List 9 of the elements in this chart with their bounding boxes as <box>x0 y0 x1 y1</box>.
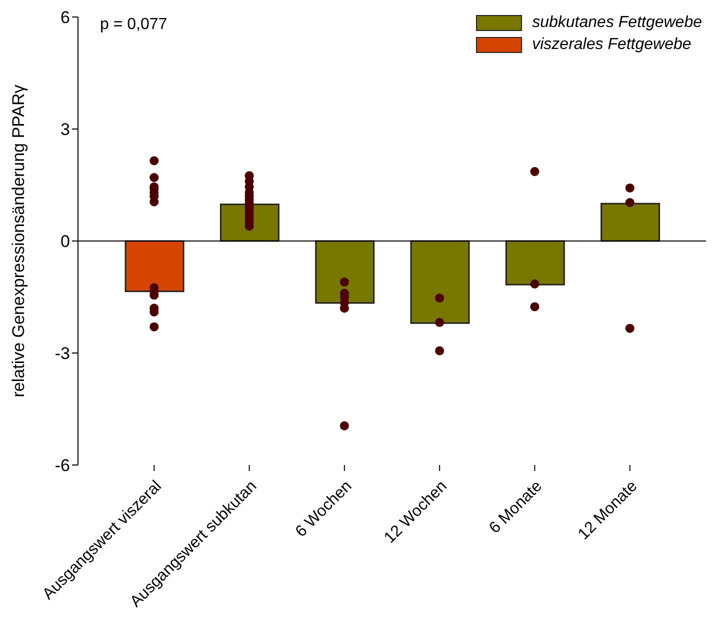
y-axis-title: relative Genexpressionsänderung PPARγ <box>9 84 28 398</box>
y-tick-label: -6 <box>54 456 70 476</box>
y-tick-label: 0 <box>60 232 70 252</box>
y-tick-label: 3 <box>60 120 70 140</box>
annotation: p = 0,077 <box>100 16 168 34</box>
legend-label: viszerales Fettgewebe <box>532 36 692 54</box>
legend-label: subkutanes Fettgewebe <box>532 14 702 32</box>
y-tick-label: -3 <box>54 344 70 364</box>
y-tick-label: 6 <box>60 8 70 28</box>
